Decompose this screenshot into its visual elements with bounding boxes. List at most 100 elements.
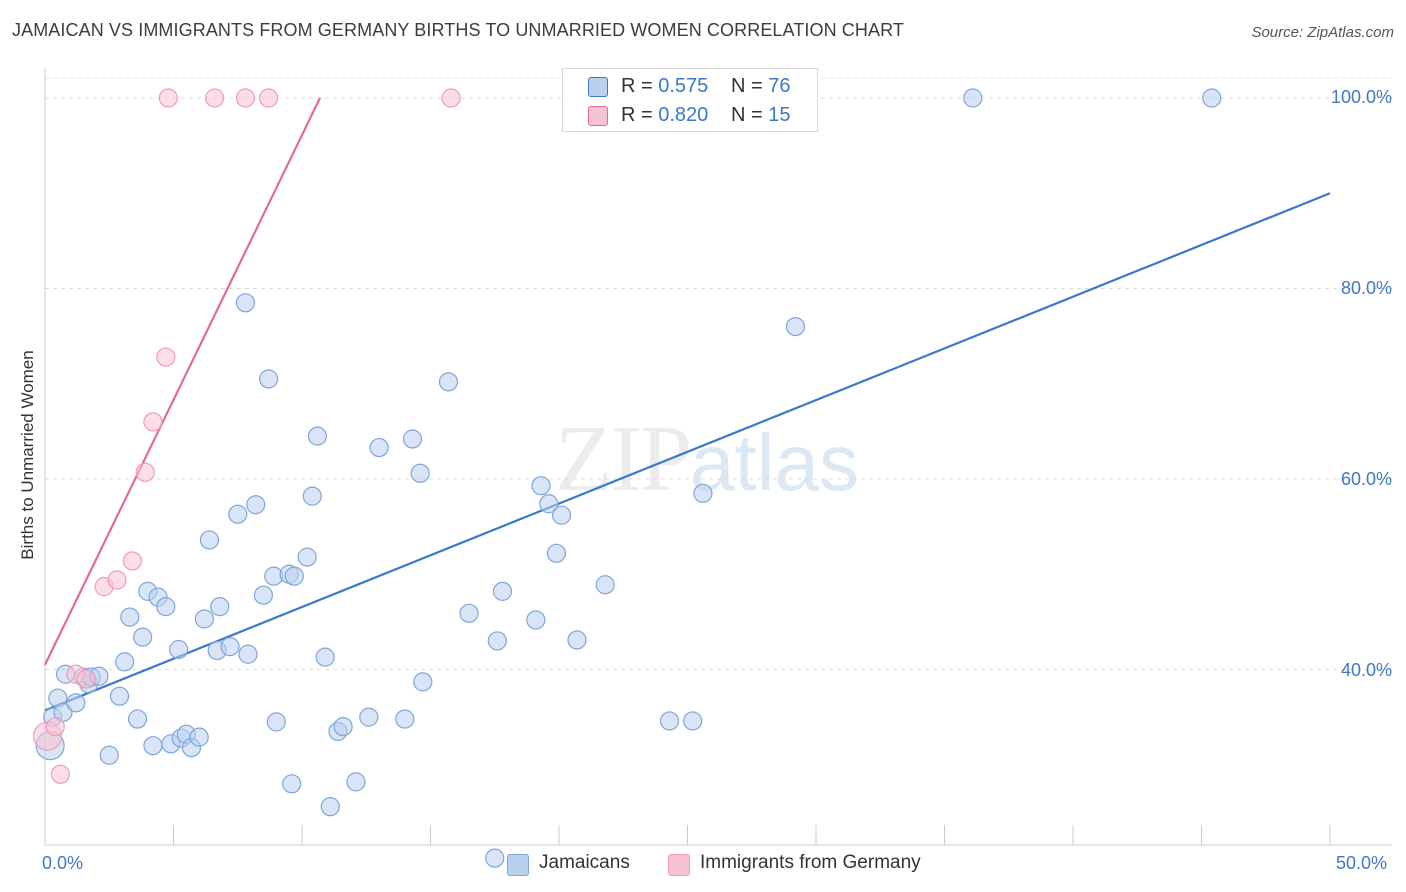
data-point	[109, 686, 130, 706]
data-point	[659, 711, 680, 731]
trend-line-jamaicans	[44, 192, 1331, 712]
data-point	[785, 317, 806, 337]
data-point	[1202, 88, 1222, 108]
axes	[44, 68, 1392, 846]
y-tick-label-40: 40.0%	[1340, 660, 1392, 680]
legend-r-pink: R = 0.820	[621, 104, 708, 127]
legend-n-blue: N = 76	[731, 75, 791, 98]
data-point	[539, 494, 559, 514]
watermark: ZIPatlas	[555, 405, 859, 513]
data-point	[133, 627, 153, 647]
data-point	[169, 639, 189, 660]
data-point	[595, 575, 615, 595]
data-point	[253, 585, 274, 605]
y-tick-label-60: 60.0%	[1340, 469, 1392, 489]
legend-r-label: R =	[621, 104, 653, 126]
data-point	[143, 412, 163, 432]
data-point	[156, 597, 176, 617]
data-point	[66, 693, 86, 713]
data-point	[235, 293, 256, 313]
data-point	[189, 727, 209, 747]
data-point	[410, 463, 430, 483]
legend-r-blue: R = 0.575	[621, 75, 708, 98]
data-point	[266, 712, 286, 732]
legend-n-value-pink: 15	[768, 104, 791, 126]
data-point	[284, 566, 304, 586]
data-point	[246, 495, 266, 515]
data-point	[127, 709, 148, 729]
watermark-atlas: atlas	[690, 418, 859, 507]
legend-swatch-blue	[588, 77, 608, 97]
data-point	[315, 647, 335, 667]
data-point	[210, 597, 230, 617]
data-point	[235, 88, 256, 108]
y-tick-label-80: 80.0%	[1340, 278, 1392, 298]
data-point	[693, 483, 713, 503]
bottom-legend-swatch-blue	[507, 854, 529, 876]
bottom-legend-swatch-pink	[668, 854, 690, 876]
legend-row-germany: R = 0.820 N = 15	[563, 102, 817, 130]
data-point	[487, 631, 507, 651]
data-point	[120, 607, 140, 627]
data-point	[346, 772, 366, 792]
legend-n-label: N =	[731, 104, 763, 126]
data-point	[135, 462, 155, 482]
data-point	[485, 848, 505, 868]
legend-r-value-blue: 0.575	[658, 75, 709, 97]
legend-n-pink: N = 15	[731, 104, 791, 127]
bottom-legend-label-blue: Jamaicans	[539, 852, 630, 873]
data-point	[205, 88, 225, 108]
data-point	[551, 505, 572, 525]
y-axis-title: Births to Unmarried Women	[18, 350, 37, 560]
bottom-legend-label-pink: Immigrants from Germany	[700, 852, 921, 873]
data-point	[107, 570, 127, 590]
data-point	[282, 774, 302, 794]
data-point	[963, 88, 983, 108]
legend: R = 0.575 N = 76 R = 0.820 N = 15	[562, 68, 818, 132]
data-point	[228, 504, 248, 524]
data-point	[369, 437, 389, 458]
data-point	[302, 486, 322, 506]
chart-title: JAMAICAN VS IMMIGRANTS FROM GERMANY BIRT…	[12, 20, 904, 40]
data-point	[115, 652, 135, 672]
source-label: Source: ZipAtlas.com	[1251, 24, 1394, 41]
data-point	[359, 707, 379, 727]
data-point	[45, 717, 65, 737]
data-point	[333, 717, 353, 737]
legend-n-label: N =	[731, 75, 763, 97]
data-point	[122, 551, 142, 571]
data-point	[526, 610, 546, 630]
grid-lines	[45, 77, 1392, 670]
data-point	[199, 530, 220, 550]
data-point	[50, 764, 71, 784]
data-point	[194, 609, 214, 629]
data-point	[258, 369, 279, 389]
data-point	[220, 637, 240, 657]
data-point	[238, 644, 258, 664]
data-point	[307, 426, 328, 446]
data-point	[76, 669, 96, 689]
data-point	[683, 711, 703, 731]
data-point	[546, 543, 567, 563]
data-point	[99, 745, 119, 765]
trend-lines	[44, 97, 1331, 712]
legend-swatch-pink	[588, 106, 608, 126]
y-tick-label-100: 100.0%	[1330, 87, 1392, 107]
legend-r-value-pink: 0.820	[658, 104, 709, 126]
data-point	[297, 547, 317, 567]
data-point	[413, 672, 433, 692]
trend-line-germany	[44, 97, 321, 666]
data-point	[567, 630, 587, 650]
data-point	[395, 709, 415, 729]
data-point	[258, 88, 279, 108]
data-point	[459, 603, 479, 623]
data-point	[143, 736, 163, 756]
data-point	[438, 372, 459, 392]
data-point	[402, 429, 423, 449]
x-tick-label-50: 50.0%	[1336, 853, 1388, 873]
legend-n-value-blue: 76	[768, 75, 791, 97]
data-points	[32, 88, 1222, 868]
legend-r-label: R =	[621, 75, 653, 97]
data-point	[158, 88, 178, 108]
